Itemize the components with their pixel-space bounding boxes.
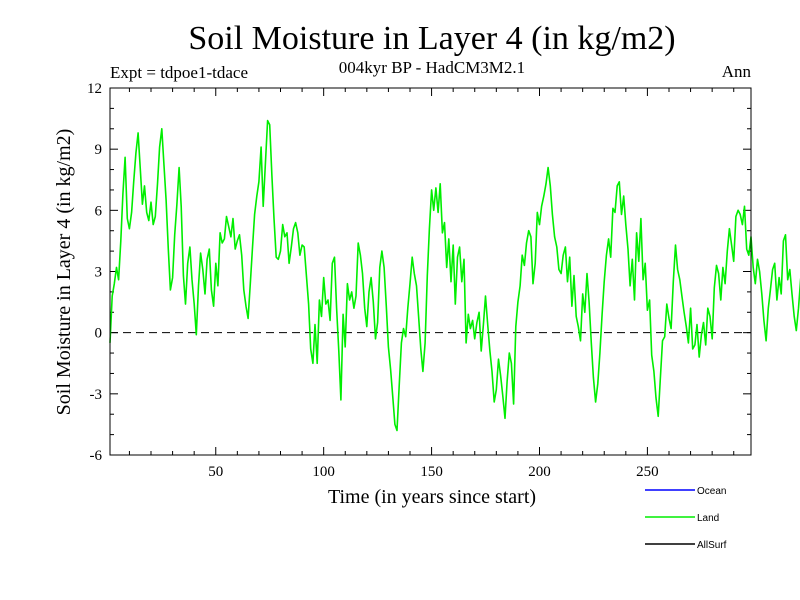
x-axis-label: Time (in years since start) (328, 486, 536, 508)
y-tick-label: 0 (95, 326, 103, 342)
x-tick-label: 50 (208, 464, 223, 480)
y-tick-label: 3 (95, 265, 103, 281)
experiment-label: Expt = tdpoe1-tdace (110, 63, 248, 82)
plot-area: 50 100 150 200 250 -6 -3 0 3 6 9 12 (87, 81, 800, 480)
legend: Ocean Land AllSurf (645, 486, 727, 551)
x-tick-label: 250 (636, 464, 659, 480)
y-axis-label: Soil Moisture in Layer 4 (in kg/m2) (53, 129, 75, 416)
y-tick-label: 9 (95, 142, 103, 158)
x-tick-label: 150 (420, 464, 443, 480)
period-label: Ann (722, 62, 752, 81)
y-tick-label: -6 (90, 448, 103, 464)
legend-label-ocean: Ocean (697, 486, 726, 497)
y-tick-label: -3 (90, 387, 103, 403)
y-tick-label: 6 (95, 203, 103, 219)
legend-label-allsurf: AllSurf (697, 540, 727, 551)
chart-title: Soil Moisture in Layer 4 (in kg/m2) (188, 20, 675, 57)
chart-subtitle: 004kyr BP - HadCM3M2.1 (339, 58, 525, 77)
y-tick-label: 12 (87, 81, 102, 97)
series-line-land (110, 121, 800, 431)
x-tick-label: 100 (312, 464, 335, 480)
chart-canvas: Soil Moisture in Layer 4 (in kg/m2) 004k… (0, 0, 800, 600)
legend-label-land: Land (697, 513, 719, 524)
x-tick-label: 200 (528, 464, 551, 480)
